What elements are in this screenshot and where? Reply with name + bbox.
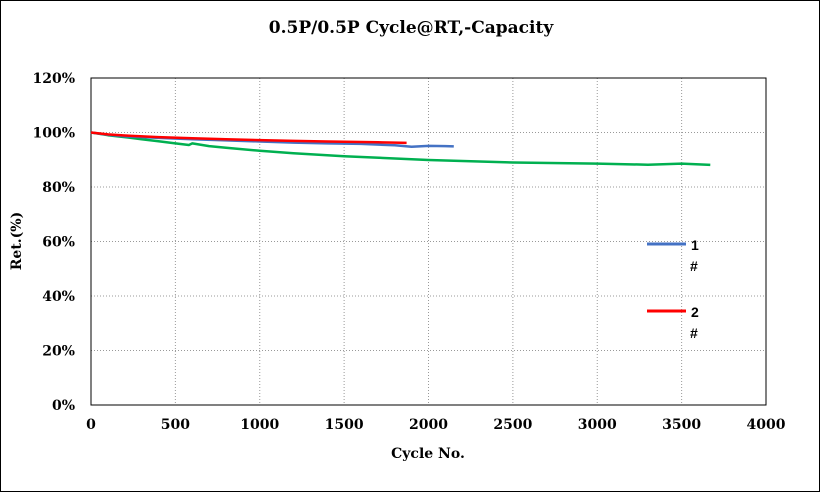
x-tick-label: 1500 [325,417,364,433]
series-line-2 [90,131,407,145]
x-tick-label: 2000 [409,417,448,433]
y-tick-label: 40% [42,289,75,305]
y-tick-label: 100% [32,126,75,142]
y-tick-label: 0% [52,398,75,414]
x-tick-label: 500 [161,417,190,433]
legend-label-1: 1 [691,237,699,253]
x-tick-label: 0 [86,417,96,433]
y-tick-label: 80% [42,180,75,196]
legend-label-2: 2 [691,304,699,320]
y-tick-label: 120% [32,71,75,87]
legend: 1 #2 # [647,237,699,341]
x-tick-label: 2500 [493,417,532,433]
grid-lines [91,78,766,405]
x-tick-label: 3500 [662,417,701,433]
legend-label-2-suffix: # [690,325,698,341]
x-axis-title: Cycle No. [391,446,465,462]
x-tick-label: 1000 [240,417,279,433]
series-line-3 [90,131,711,167]
x-tick-label: 3000 [578,417,617,433]
x-tick-labels: 0 500 1000 1500 2000 2500 3000 3500 4000 [86,417,786,433]
chart-title: 0.5P/0.5P Cycle@RT,-Capacity [268,18,554,38]
y-tick-labels: 0% 20% 40% 60% 80% 100% 120% [32,71,75,414]
plot-area [90,77,767,406]
y-axis-title: Ret.(%) [9,212,25,270]
x-tick-label: 4000 [747,417,786,433]
y-tick-label: 20% [42,344,75,360]
y-tick-label: 60% [42,235,75,251]
legend-label-1-suffix: # [690,258,698,274]
series-lines [90,131,711,167]
